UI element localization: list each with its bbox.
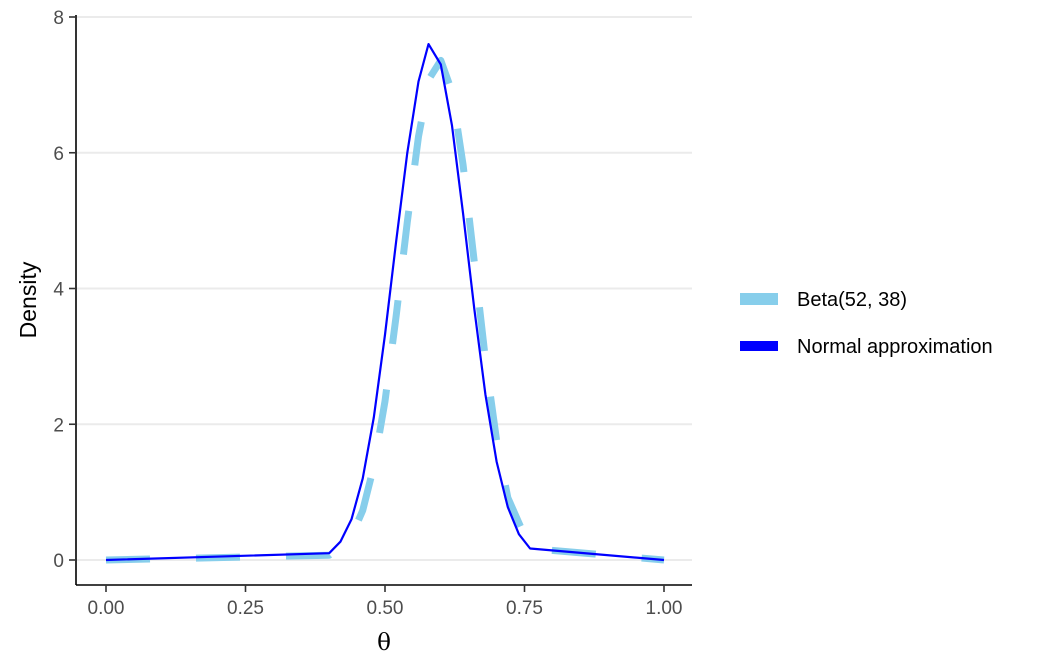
x-tick-label-2: 0.50 (367, 598, 404, 619)
series-line-1 (105, 42, 665, 562)
series-line-0 (105, 56, 665, 564)
axes (75, 15, 692, 586)
legend-key-1 (740, 341, 778, 351)
y-tick-label-1: 2 (53, 415, 64, 436)
y-tick-label-2: 4 (53, 280, 64, 301)
legend-label-1: Normal approximation (797, 336, 993, 358)
series-layer (105, 42, 665, 564)
y-ticks: 0 2 4 6 8 (53, 8, 76, 572)
y-tick-label-0: 0 (53, 551, 64, 572)
y-tick-label-4: 8 (53, 8, 64, 29)
legend: Beta(52, 38) Normal approximation (740, 289, 993, 358)
legend-key-0 (740, 293, 778, 305)
x-axis-title: θ (377, 630, 391, 656)
y-axis-title: Density (15, 261, 41, 338)
x-tick-label-0: 0.00 (88, 598, 125, 619)
x-tick-label-1: 0.25 (227, 598, 264, 619)
y-tick-label-3: 6 (53, 144, 64, 165)
gridlines (76, 16, 692, 561)
x-ticks: 0.00 0.25 0.50 0.75 1.00 (88, 585, 683, 619)
legend-label-0: Beta(52, 38) (797, 289, 907, 311)
x-tick-label-3: 0.75 (506, 598, 543, 619)
x-tick-label-4: 1.00 (646, 598, 683, 619)
